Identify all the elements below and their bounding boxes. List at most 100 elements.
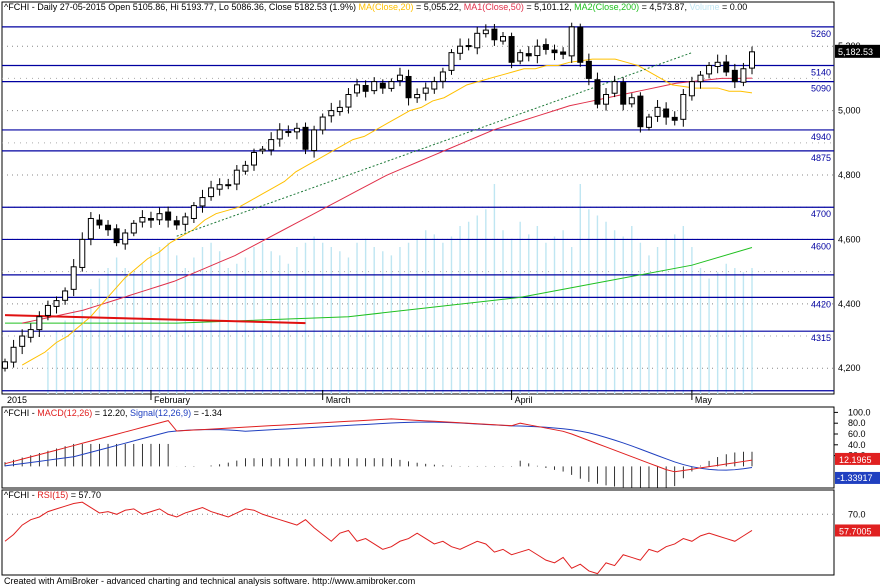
macd-value: = 12.20, — [92, 408, 127, 418]
ma200-value: = 4,573.87, — [639, 2, 687, 12]
ma50-value: = 5,101.12, — [524, 2, 572, 12]
macd-tick-label: 40.0 — [848, 440, 866, 450]
level-label: 5260 — [811, 29, 831, 39]
candle-body — [448, 52, 455, 71]
candle-body — [508, 36, 515, 63]
candle-body — [585, 60, 592, 79]
candle-body — [139, 217, 146, 223]
candle-body — [396, 74, 403, 82]
candle-body — [336, 106, 343, 113]
y-tick-label: 4,800 — [838, 170, 861, 180]
candle-body — [414, 94, 421, 99]
rsi-label: RSI(15) — [37, 490, 68, 500]
candle-body — [276, 129, 283, 140]
signal-line — [4, 421, 753, 471]
candle-body — [147, 217, 154, 221]
candle-body — [156, 213, 163, 221]
ma200-label: MA2(Close,200) — [574, 2, 639, 12]
month-label: April — [515, 395, 533, 405]
candle-body — [405, 75, 412, 99]
candle-body — [654, 106, 661, 117]
ma50-label: MA1(Close,50) — [464, 2, 524, 12]
month-label: May — [695, 395, 713, 405]
y-tick-label: 5,000 — [838, 106, 861, 116]
candle-body — [259, 148, 266, 152]
y-tick-label: 4,200 — [838, 363, 861, 373]
last-close-badge — [835, 44, 880, 58]
candle-body — [637, 95, 644, 128]
candle-body — [491, 28, 498, 41]
signal-badge — [835, 471, 880, 484]
trend-line-red — [4, 314, 306, 325]
macd-tick-label: 80.0 — [848, 418, 866, 428]
candle-body — [534, 45, 541, 57]
y-tick-label: 4,600 — [838, 234, 861, 244]
rsi-title: ^FCHI - — [4, 490, 37, 500]
candle-body — [328, 110, 335, 117]
rsi-header: ^FCHI - RSI(15) = 57.70 — [4, 490, 101, 500]
last-close-label: 5,182.53 — [838, 47, 873, 57]
candle-body — [731, 69, 738, 83]
candle-body — [319, 116, 326, 131]
candle-body — [517, 52, 524, 62]
macd-label: MACD(12,26) — [37, 408, 92, 418]
candle-body — [551, 49, 558, 54]
candle-body — [70, 266, 77, 290]
volume-label: Volume — [689, 2, 719, 12]
macd-tick-label: 60.0 — [848, 429, 866, 439]
candle-body — [10, 346, 17, 363]
candle-body — [688, 81, 695, 97]
candle-body — [225, 184, 232, 187]
month-label: 2015 — [7, 395, 27, 405]
candle-body — [457, 45, 464, 54]
candle-body — [113, 228, 120, 244]
candle-body — [560, 51, 567, 55]
rsi-badge — [835, 524, 880, 537]
candle-body — [697, 74, 704, 83]
rsi-panel-frame — [1, 489, 835, 576]
macd-line — [4, 418, 753, 473]
candle-body — [62, 290, 69, 301]
macd-header: ^FCHI - MACD(12,26) = 12.20, Signal(12,2… — [4, 408, 222, 418]
candle-body — [714, 61, 721, 67]
level-label: 5140 — [811, 68, 831, 78]
candle-body — [173, 220, 180, 226]
candle-body — [594, 79, 601, 105]
candle-body — [293, 127, 300, 133]
macd-badge-label: 12.1965 — [839, 455, 872, 465]
candle-body — [379, 82, 386, 89]
candle-body — [749, 51, 755, 69]
ma20-line — [21, 58, 753, 366]
volume-value: = 0.00 — [720, 2, 748, 12]
candle-body — [105, 224, 112, 231]
level-label: 4600 — [811, 241, 831, 251]
rsi-line — [4, 501, 753, 575]
level-label: 5090 — [811, 84, 831, 94]
candle-body — [311, 129, 318, 152]
candle-body — [680, 94, 687, 120]
rsi-tick-label: 70.0 — [848, 509, 866, 519]
level-label: 4940 — [811, 132, 831, 142]
candle-body — [603, 94, 610, 105]
ma50-line — [22, 77, 753, 324]
candle-body — [500, 36, 506, 42]
level-label: 4315 — [811, 333, 831, 343]
macd-panel-frame — [1, 406, 835, 489]
candle-body — [482, 29, 489, 35]
candle-body — [706, 65, 713, 75]
candle-body — [465, 45, 472, 48]
candle-body — [577, 26, 584, 63]
signal-label: Signal(12,26,9) — [130, 408, 191, 418]
candle-body — [645, 116, 652, 128]
candle-body — [345, 94, 352, 108]
candle-body — [19, 335, 26, 347]
candle-body — [431, 81, 438, 90]
candle-body — [53, 300, 60, 307]
price-panel-frame — [1, 1, 835, 395]
candle-body — [285, 131, 292, 134]
candle-body — [371, 81, 378, 92]
ma20-label: MA(Close,20) — [358, 2, 413, 12]
candle-body — [208, 187, 215, 198]
month-label: March — [326, 395, 351, 405]
trend-line-dashed — [176, 52, 693, 237]
